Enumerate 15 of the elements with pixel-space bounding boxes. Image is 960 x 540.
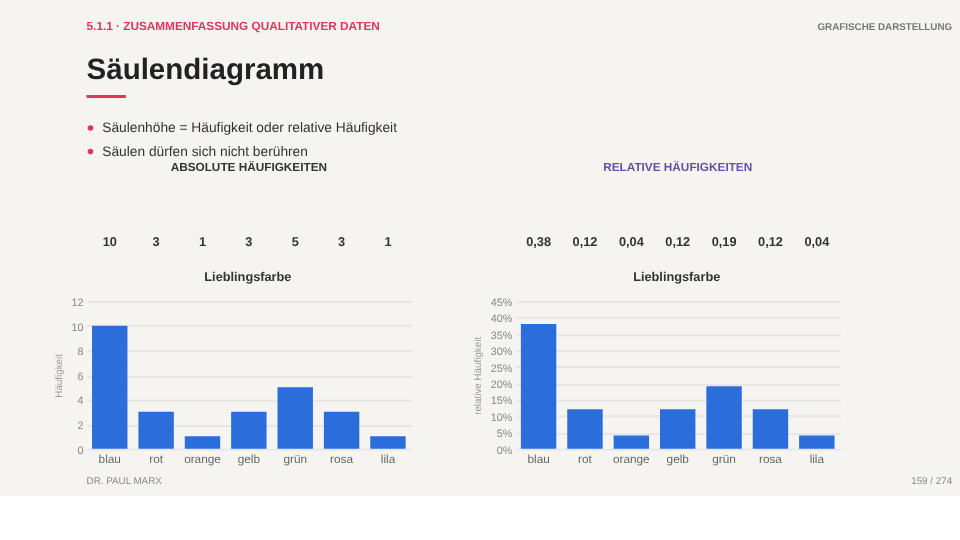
bar xyxy=(231,411,267,449)
bar xyxy=(613,435,650,449)
bar xyxy=(92,325,128,449)
bar xyxy=(370,436,406,449)
bar xyxy=(660,409,696,449)
bar xyxy=(706,386,742,449)
bar xyxy=(799,435,835,449)
bar xyxy=(184,436,221,449)
bar xyxy=(752,409,789,449)
chart-title: Säulendiagramm xyxy=(86,54,325,87)
bar xyxy=(138,411,174,449)
bar xyxy=(323,411,360,449)
bar xyxy=(567,409,603,449)
bar xyxy=(277,387,313,449)
bar xyxy=(520,324,557,449)
